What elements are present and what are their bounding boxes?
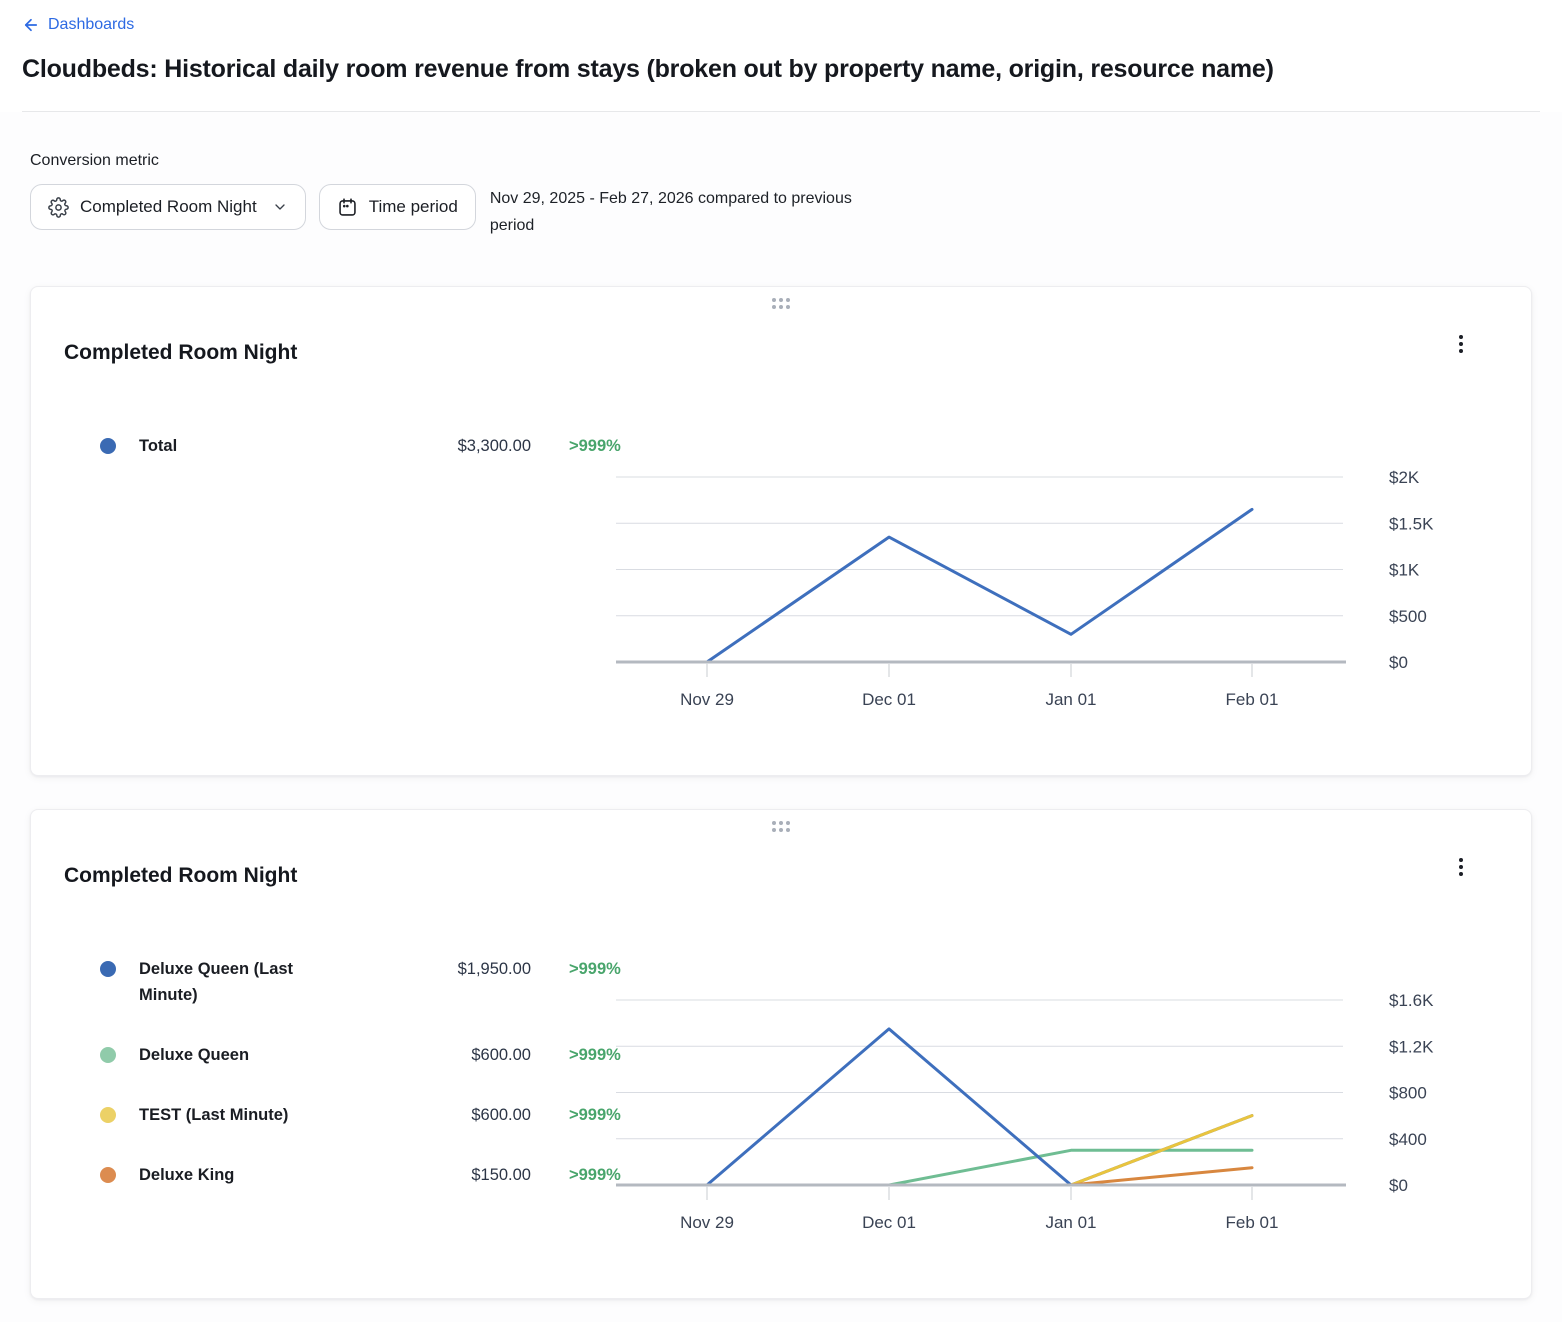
series-change-badge: >999% <box>569 437 621 455</box>
page-title: Cloudbeds: Historical daily room revenue… <box>22 55 1274 83</box>
series-change-badge: >999% <box>569 1166 621 1184</box>
series-line <box>705 1148 1254 1187</box>
calendar-icon <box>337 197 358 218</box>
series-name: Deluxe Queen <box>139 1046 250 1064</box>
y-axis-label: $1.6K <box>1389 991 1434 1010</box>
conversion-metric-dropdown[interactable]: Completed Room Night <box>30 184 306 230</box>
legend-row[interactable]: Deluxe Queen $600.00 >999% <box>100 1042 621 1068</box>
gear-icon <box>48 196 69 218</box>
series-name: Deluxe King <box>139 1166 235 1184</box>
dashboard-content: Conversion metric Completed Room Night T… <box>0 112 1562 1322</box>
y-axis-label: $800 <box>1389 1084 1427 1103</box>
date-range-text: Nov 29, 2025 - Feb 27, 2026 compared to … <box>489 190 852 234</box>
more-options-button[interactable] <box>1453 854 1469 880</box>
controls-row: Completed Room Night Time period Nov 29,… <box>30 184 1532 239</box>
legend-row[interactable]: Total $3,300.00 >999% <box>100 433 621 459</box>
y-axis-label: $0 <box>1389 1176 1408 1195</box>
series-total-value: $3,300.00 <box>457 437 531 455</box>
line-chart-svg: Nov 29 Dec 01 Jan 01 Feb 01 $0 $400 $800 $1.2K $… <box>616 991 1434 1232</box>
chart-card-breakdown: Completed Room Night Deluxe Queen (Last … <box>30 809 1532 1299</box>
x-axis-label: Feb 01 <box>1226 690 1279 709</box>
conversion-metric-label: Conversion metric <box>30 152 159 169</box>
series-line <box>705 1027 1254 1187</box>
series-change-badge: >999% <box>569 1046 621 1064</box>
series-change-badge: >999% <box>569 1106 621 1124</box>
back-link-label: Dashboards <box>48 16 135 33</box>
series-total-value: $150.00 <box>471 1166 531 1184</box>
series-change-badge: >999% <box>569 960 621 978</box>
series-color-dot <box>100 961 116 977</box>
drag-handle-icon[interactable] <box>769 818 793 835</box>
y-axis-label: $1.5K <box>1389 514 1434 533</box>
arrow-left-icon <box>22 16 40 34</box>
series-total-value: $600.00 <box>471 1046 531 1064</box>
more-options-button[interactable] <box>1453 331 1469 357</box>
series-color-dot <box>100 1167 116 1183</box>
series-line <box>705 1166 1254 1187</box>
y-axis-label: $1K <box>1389 561 1420 580</box>
legend-row[interactable]: TEST (Last Minute) $600.00 >999% <box>100 1102 621 1128</box>
chevron-down-icon <box>272 199 288 215</box>
page-header: Dashboards Cloudbeds: Historical daily r… <box>0 0 1562 112</box>
drag-handle-icon[interactable] <box>769 295 793 312</box>
series-total-value: $1,950.00 <box>457 960 531 978</box>
chart-legend: Total $3,300.00 >999% <box>64 409 621 493</box>
chart-title: Completed Room Night <box>64 864 298 887</box>
y-axis-label: $500 <box>1389 607 1427 626</box>
series-name: TEST (Last Minute) <box>139 1106 289 1124</box>
chart-card-body: Total $3,300.00 >999% Nov 29 Dec 01 Jan 01 Fe… <box>64 409 1498 719</box>
header-divider <box>22 111 1540 112</box>
series-color-dot <box>100 1047 116 1063</box>
chart-title: Completed Room Night <box>64 341 298 364</box>
x-axis-label: Dec 01 <box>862 1213 916 1232</box>
chart-legend: Deluxe Queen (Last Minute) $1,950.00 >999%… <box>64 932 621 1222</box>
x-axis-label: Feb 01 <box>1226 1213 1279 1232</box>
conversion-metric-value: Completed Room Night <box>80 197 257 216</box>
time-period-button[interactable]: Time period <box>318 184 476 230</box>
legend-row[interactable]: Deluxe Queen (Last Minute) $1,950.00 >999% <box>100 956 621 1008</box>
series-line <box>705 507 1254 664</box>
x-axis-label: Dec 01 <box>862 690 916 709</box>
chart-card-total: Completed Room Night Total $3,300.00 >999%… <box>30 286 1532 776</box>
series-color-dot <box>100 1107 116 1123</box>
y-axis-label: $0 <box>1389 653 1408 672</box>
series-name: Total <box>139 437 178 455</box>
back-to-dashboards-link[interactable]: Dashboards <box>22 16 134 34</box>
x-axis-label: Jan 01 <box>1045 690 1096 709</box>
y-axis-label: $1.2K <box>1389 1037 1434 1056</box>
series-total-value: $600.00 <box>471 1106 531 1124</box>
line-chart: Nov 29 Dec 01 Jan 01 Feb 01 $0 $500 $1K $1.5K $2… <box>616 409 1500 719</box>
chart-card-body: Deluxe Queen (Last Minute) $1,950.00 >999%… <box>64 932 1498 1242</box>
x-axis-label: Nov 29 <box>680 1213 734 1232</box>
x-axis-label: Jan 01 <box>1045 1213 1096 1232</box>
series-color-dot <box>100 438 116 454</box>
legend-row[interactable]: Deluxe King $150.00 >999% <box>100 1162 621 1188</box>
time-period-label: Time period <box>368 197 458 216</box>
line-chart: Nov 29 Dec 01 Jan 01 Feb 01 $0 $400 $800 $1.2K $… <box>616 932 1500 1242</box>
y-axis-label: $400 <box>1389 1130 1427 1149</box>
line-chart-svg: Nov 29 Dec 01 Jan 01 Feb 01 $0 $500 $1K $1.5K $2… <box>616 468 1434 709</box>
y-axis-label: $2K <box>1389 468 1420 487</box>
series-name: Deluxe Queen (Last Minute) <box>139 960 294 1004</box>
x-axis-label: Nov 29 <box>680 690 734 709</box>
